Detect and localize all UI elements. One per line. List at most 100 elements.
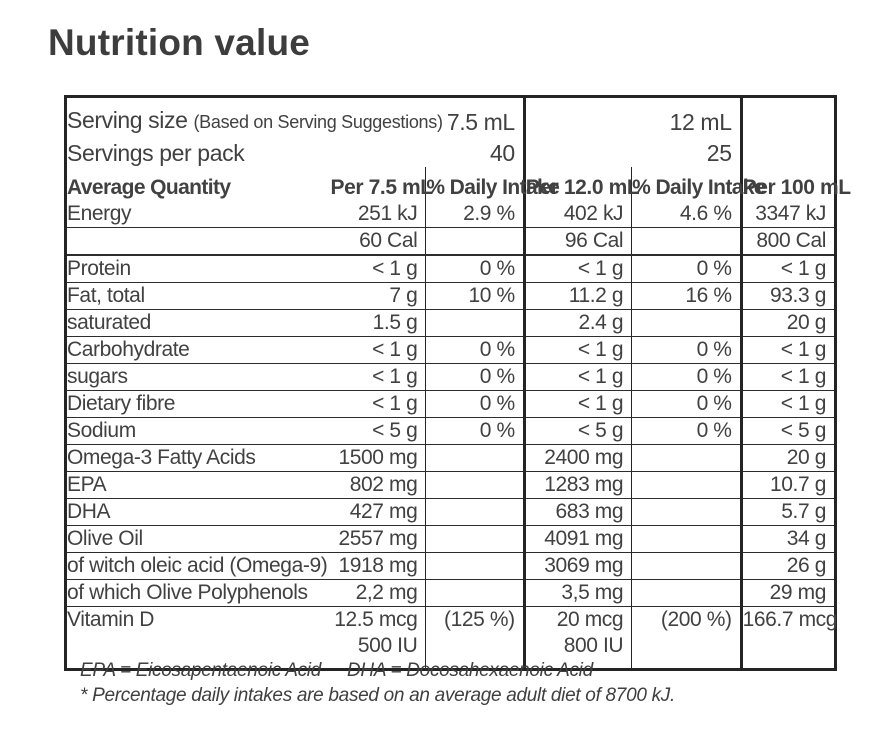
serving-size-pack1-value: 7.5 mL bbox=[446, 109, 515, 135]
row-label-cell: Dietary fibre bbox=[65, 390, 331, 418]
value-per-7-5ml-cell: < 1 g bbox=[330, 255, 426, 283]
daily-intake-1-cell: 2.9 % bbox=[425, 201, 525, 228]
column-header-row: Average Quantity Per 7.5 mL % Daily Inta… bbox=[66, 167, 851, 201]
serving-size-label-text: Serving size bbox=[67, 107, 188, 133]
row-label-cell: Protein bbox=[65, 255, 331, 283]
value-per-7-5ml-cell: < 1 g bbox=[330, 336, 426, 364]
daily-intake-1-cell bbox=[425, 227, 525, 256]
serving-size-row: Serving size (Based on Serving Suggestio… bbox=[66, 96, 836, 137]
value-per-7-5ml-cell: 251 kJ bbox=[330, 201, 426, 228]
value-per-100ml-cell: 10.7 g bbox=[739, 471, 836, 499]
value-per-100ml-cell: 93.3 g bbox=[739, 282, 836, 310]
daily-intake-1-cell bbox=[425, 525, 525, 553]
value-per-7-5ml-cell: 1.5 g bbox=[330, 309, 426, 337]
row-label-cell: Olive Oil bbox=[65, 525, 331, 553]
value-per-12ml-cell: 800 IU bbox=[522, 633, 632, 670]
nutrient-row: Vitamin D 12.5 mcg (125 %) 20 mcg (200 %) 166… bbox=[66, 606, 837, 633]
value-per-12ml-cell: 11.2 g bbox=[522, 282, 632, 310]
value-per-100ml-cell bbox=[739, 633, 836, 670]
nutrient-row: Omega-3 Fatty Acids 1500 mg 2400 mg 20 g bbox=[65, 444, 836, 472]
daily-intake-1-cell bbox=[425, 471, 525, 499]
daily-intake-2-cell bbox=[631, 309, 742, 337]
daily-intake-1-cell: (125 %) bbox=[425, 606, 525, 633]
daily-intake-2-cell bbox=[631, 525, 742, 553]
row-label-cell: sugars bbox=[65, 363, 331, 391]
row-label-cell: Omega-3 Fatty Acids bbox=[65, 444, 331, 472]
daily-intake-1-cell bbox=[425, 579, 525, 607]
servings-per-pack-row: Servings per pack 40 25 bbox=[66, 136, 836, 167]
abbreviation-note: EPA = Eicosapentaenoic Acid DHA = Docosah… bbox=[80, 658, 675, 683]
daily-intake-footnote: * Percentage daily intakes are based on … bbox=[80, 685, 675, 706]
servings-pack2-value: 25 bbox=[522, 136, 742, 167]
value-per-7-5ml-cell: < 5 g bbox=[330, 417, 426, 445]
daily-intake-2-cell bbox=[631, 227, 742, 256]
row-label-cell: EPA bbox=[65, 471, 331, 499]
value-per-7-5ml-cell: 2557 mg bbox=[330, 525, 426, 553]
daily-intake-1-cell: 10 % bbox=[425, 282, 525, 310]
value-per-12ml-cell: 2.4 g bbox=[522, 309, 632, 337]
value-per-100ml-cell: < 1 g bbox=[739, 363, 836, 391]
daily-intake-1-cell bbox=[425, 309, 525, 337]
value-per-100ml-cell: < 1 g bbox=[739, 255, 836, 283]
daily-intake-2-cell: 0 % bbox=[631, 417, 742, 445]
per-12ml-header: Per 12.0 mL bbox=[522, 167, 640, 201]
nutrient-row: 60 Cal 96 Cal 800 Cal bbox=[65, 227, 836, 256]
daily-intake-2-cell: (200 %) bbox=[631, 606, 742, 633]
value-per-12ml-cell: 2400 mg bbox=[522, 444, 632, 472]
value-per-12ml-cell: 3,5 mg bbox=[522, 579, 632, 607]
average-quantity-header: Average Quantity bbox=[67, 176, 231, 199]
value-per-7-5ml-cell: 802 mg bbox=[330, 471, 426, 499]
value-per-12ml-cell: 683 mg bbox=[522, 498, 632, 526]
row-label-cell: of which Olive Polyphenols bbox=[65, 579, 331, 607]
servings-pack1-value: 40 bbox=[489, 140, 515, 166]
daily-intake-1-cell: 0 % bbox=[425, 363, 525, 391]
value-per-7-5ml-cell: 1500 mg bbox=[330, 444, 426, 472]
daily-intake-2-cell: 0 % bbox=[631, 390, 742, 418]
value-per-12ml-cell: 4091 mg bbox=[522, 525, 632, 553]
daily-intake-2-cell bbox=[631, 633, 742, 670]
serving-size-label: Serving size (Based on Serving Suggestio… bbox=[66, 97, 443, 137]
daily-intake-2-cell: 0 % bbox=[631, 255, 742, 283]
footnotes: EPA = Eicosapentaenoic Acid DHA = Docosah… bbox=[80, 658, 675, 708]
value-per-7-5ml-cell: 427 mg bbox=[330, 498, 426, 526]
row-label-cell: DHA bbox=[65, 498, 331, 526]
daily-intake-1-cell bbox=[425, 498, 525, 526]
daily-intake-2-cell bbox=[631, 444, 742, 472]
value-per-100ml-cell: < 1 g bbox=[739, 390, 836, 418]
nutrient-row: Olive Oil 2557 mg 4091 mg 34 g bbox=[65, 525, 836, 553]
value-per-12ml-cell: 20 mcg bbox=[522, 606, 632, 633]
nutrient-row: Fat, total 7 g 10 % 11.2 g 16 % 93.3 g bbox=[65, 282, 836, 310]
value-per-7-5ml-cell: 7 g bbox=[330, 282, 426, 310]
value-per-12ml-cell: 96 Cal bbox=[522, 227, 632, 256]
row-label-cell: Sodium bbox=[65, 417, 331, 445]
value-per-100ml-cell: 20 g bbox=[739, 444, 836, 472]
nutrient-row: 500 IU 800 IU bbox=[66, 633, 836, 670]
nutrition-table: Serving size (Based on Serving Suggestio… bbox=[64, 95, 851, 671]
row-label-cell: Fat, total bbox=[65, 282, 331, 310]
value-per-12ml-cell: 402 kJ bbox=[522, 201, 632, 228]
daily-intake-2-cell bbox=[631, 498, 742, 526]
value-per-12ml-cell: < 1 g bbox=[522, 336, 632, 364]
value-per-100ml-cell: 29 mg bbox=[739, 579, 836, 607]
daily-intake-2-cell: 16 % bbox=[631, 282, 742, 310]
value-per-12ml-cell: < 5 g bbox=[522, 417, 632, 445]
daily-intake-1-cell: 0 % bbox=[425, 336, 525, 364]
row-label-cell bbox=[65, 227, 331, 256]
value-per-7-5ml-cell: < 1 g bbox=[330, 363, 426, 391]
value-per-7-5ml-cell: 1918 mg bbox=[330, 552, 426, 580]
daily-intake-1-cell bbox=[425, 552, 525, 580]
value-per-100ml-cell: 5.7 g bbox=[739, 498, 836, 526]
serving-size-note: (Based on Serving Suggestions) bbox=[193, 112, 443, 132]
epa-abbreviation: EPA = Eicosapentaenoic Acid bbox=[80, 660, 321, 681]
servings-per-pack-label: Servings per pack bbox=[67, 140, 245, 166]
value-per-100ml-cell: 26 g bbox=[739, 552, 836, 580]
value-per-100ml-cell: < 1 g bbox=[739, 336, 836, 364]
daily-intake-1-cell: 0 % bbox=[425, 390, 525, 418]
daily-intake-1-header: % Daily Intake bbox=[425, 167, 560, 201]
value-per-100ml-cell: 34 g bbox=[739, 525, 836, 553]
value-per-12ml-cell: < 1 g bbox=[522, 390, 632, 418]
